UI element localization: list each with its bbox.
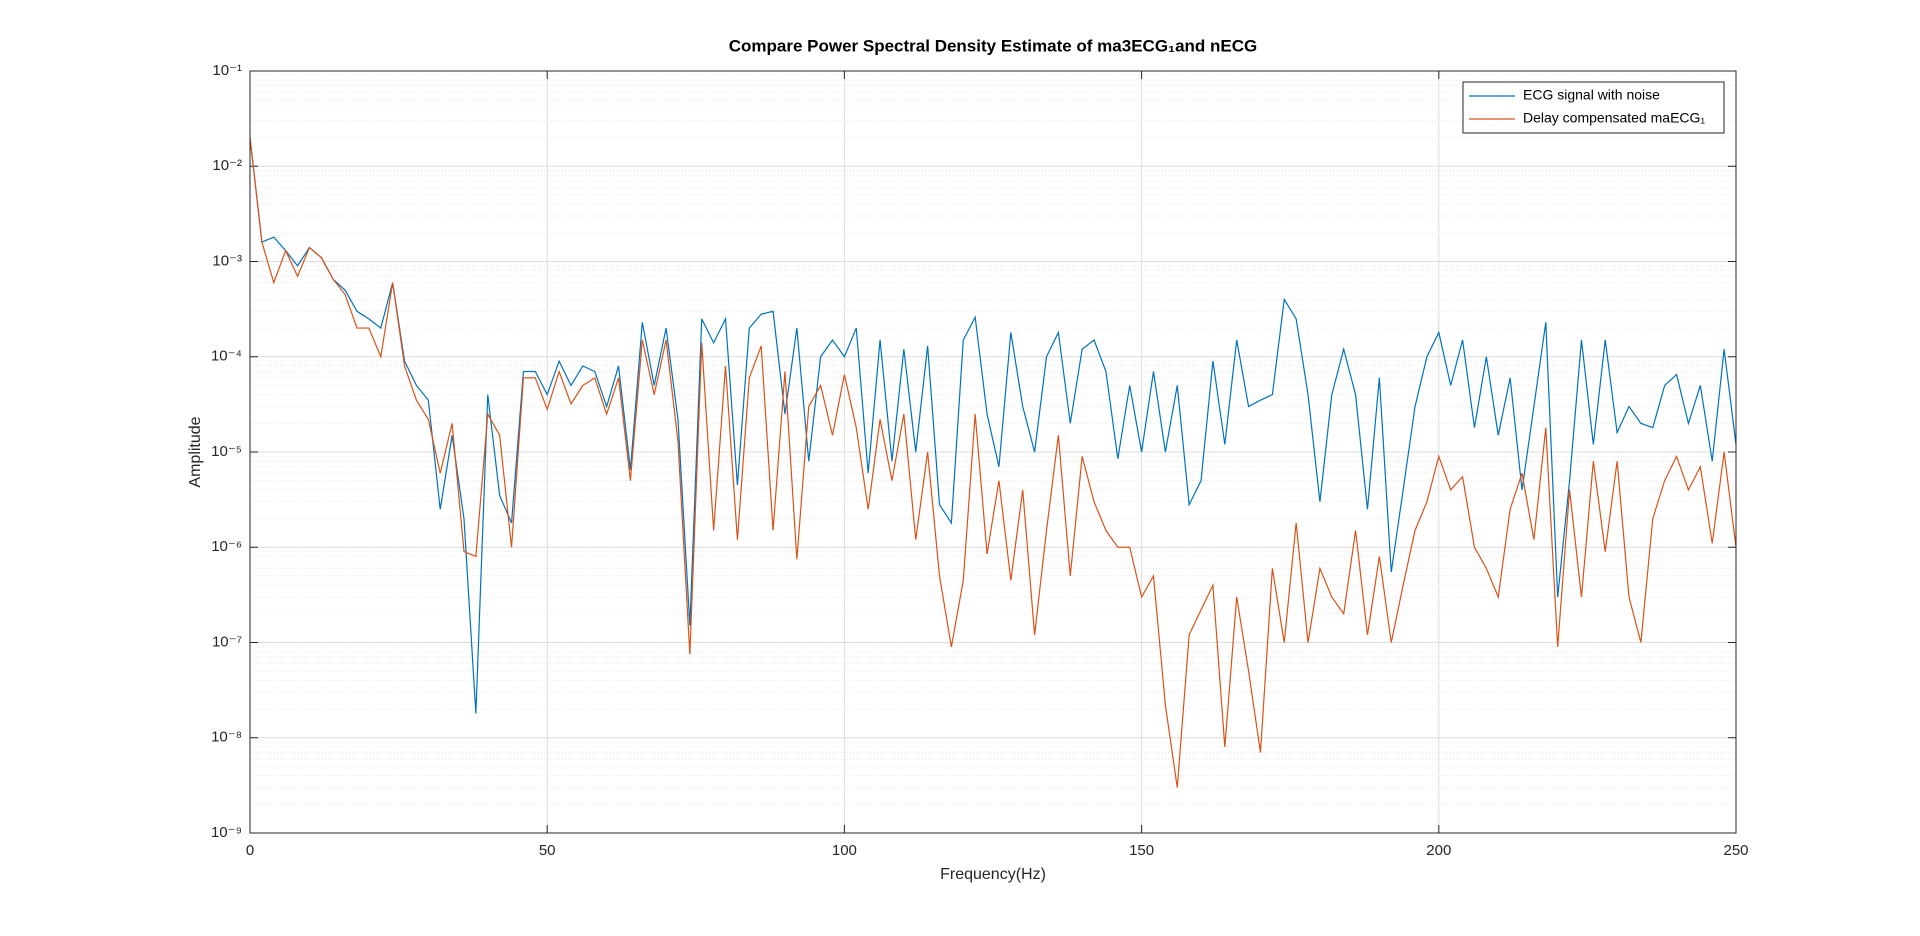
series-line: [249, 137, 1737, 714]
y-tick-label: 10⁻⁴: [211, 348, 242, 365]
y-tick-label: 10⁻¹: [212, 62, 242, 79]
x-tick-label: 50: [539, 842, 556, 859]
legend-label: Delay compensated maECG₁: [1523, 110, 1705, 126]
y-tick-label: 10⁻⁹: [211, 824, 242, 841]
chart-title: Compare Power Spectral Density Estimate …: [729, 36, 1258, 55]
y-tick-label: 10⁻⁸: [211, 729, 242, 746]
x-tick-label: 100: [832, 842, 857, 859]
y-tick-label: 10⁻⁵: [211, 443, 242, 460]
y-tick-label: 10⁻⁷: [212, 633, 242, 650]
series-line: [249, 137, 1737, 788]
x-tick-label: 0: [246, 842, 254, 859]
x-tick-label: 250: [1723, 842, 1748, 859]
axes-box: [249, 70, 1737, 834]
y-axis-label: Amplitude: [187, 416, 204, 487]
x-axis-label: Frequency(Hz): [940, 866, 1046, 883]
x-tick-label: 200: [1426, 842, 1451, 859]
legend-label: ECG signal with noise: [1523, 87, 1660, 103]
y-tick-label: 10⁻³: [212, 252, 242, 269]
y-tick-label: 10⁻²: [212, 157, 242, 174]
legend-box: [1462, 81, 1725, 134]
x-tick-label: 150: [1129, 842, 1154, 859]
y-tick-label: 10⁻⁶: [211, 538, 242, 555]
